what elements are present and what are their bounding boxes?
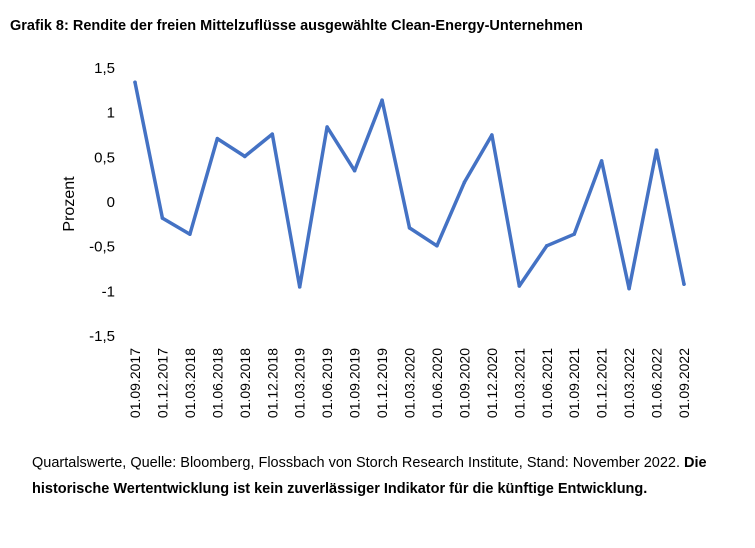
x-tick-label: 01.09.2017: [127, 348, 143, 418]
data-point: [325, 125, 329, 129]
x-tick-label: 01.06.2022: [649, 348, 665, 418]
x-tick-label: 01.12.2017: [154, 348, 170, 418]
x-tick-label: 01.09.2022: [676, 348, 692, 418]
data-point: [297, 285, 302, 289]
series-line: [133, 80, 686, 291]
x-tick-label: 01.09.2019: [347, 348, 363, 418]
data-point: [133, 80, 137, 85]
data-point: [627, 286, 631, 291]
x-tick-label: 01.06.2018: [209, 348, 225, 418]
data-point: [352, 168, 357, 173]
series-lines: [133, 80, 686, 291]
data-point: [517, 284, 522, 288]
x-tick-label: 01.06.2021: [539, 348, 555, 418]
y-tick-label: -1: [102, 283, 115, 300]
y-tick-label: 1: [107, 105, 115, 122]
chart-title: Grafik 8: Rendite der freien Mittelzuflü…: [10, 18, 583, 34]
x-tick-label: 01.12.2021: [594, 348, 610, 418]
x-tick-label: 01.03.2021: [511, 348, 527, 418]
x-tick-label: 01.06.2020: [429, 348, 445, 418]
y-tick-label: 0,5: [94, 149, 115, 166]
data-point: [682, 282, 686, 286]
data-point: [545, 244, 549, 248]
line-chart: -1,5-1-0,500,511,5 01.09.2017 01.12.2017 0…: [61, 60, 692, 418]
x-tick-label: 01.03.2020: [402, 348, 418, 418]
y-axis-label: Prozent: [61, 176, 78, 232]
x-tick-label: 01.03.2022: [621, 348, 637, 418]
data-point: [599, 159, 604, 163]
data-point: [270, 132, 274, 136]
x-tick-label: 01.03.2018: [182, 348, 198, 418]
y-tick-label: 1,5: [94, 60, 115, 77]
data-point: [435, 244, 439, 248]
x-tick-label: 01.09.2020: [456, 348, 472, 418]
data-point: [490, 133, 494, 137]
y-tick-label: 0: [107, 194, 115, 211]
x-tick-label: 01.06.2019: [319, 348, 335, 418]
x-tick-label: 01.12.2020: [484, 348, 500, 418]
x-tick-label: 01.09.2018: [237, 348, 253, 418]
data-point: [215, 136, 220, 141]
x-tick-label: 01.12.2019: [374, 348, 390, 418]
data-point: [654, 148, 659, 152]
x-axis-ticks: 01.09.2017 01.12.2017 01.03.2018 01.06.2018…: [127, 348, 692, 418]
source-note: Quartalswerte, Quelle: Bloomberg, Flossb…: [32, 455, 680, 471]
data-point: [462, 180, 467, 185]
data-point: [407, 226, 412, 230]
y-tick-label: -1,5: [89, 328, 115, 345]
data-point: [380, 98, 384, 102]
y-axis-ticks: -1,5 -1 -0,5 0 0,5 1 1,5: [89, 60, 115, 345]
disclaimer-note: Die historische Wertentwicklung ist kein…: [32, 455, 707, 497]
data-point: [572, 232, 576, 236]
data-point: [243, 154, 247, 159]
x-tick-label: 01.09.2021: [566, 348, 582, 418]
data-point: [160, 216, 165, 220]
chart-footer: Quartalswerte, Quelle: Bloomberg, Flossb…: [32, 450, 732, 502]
x-tick-label: 01.12.2018: [264, 348, 280, 418]
data-point: [188, 232, 192, 236]
x-tick-label: 01.03.2019: [292, 348, 308, 418]
y-tick-label: -0,5: [89, 239, 115, 256]
